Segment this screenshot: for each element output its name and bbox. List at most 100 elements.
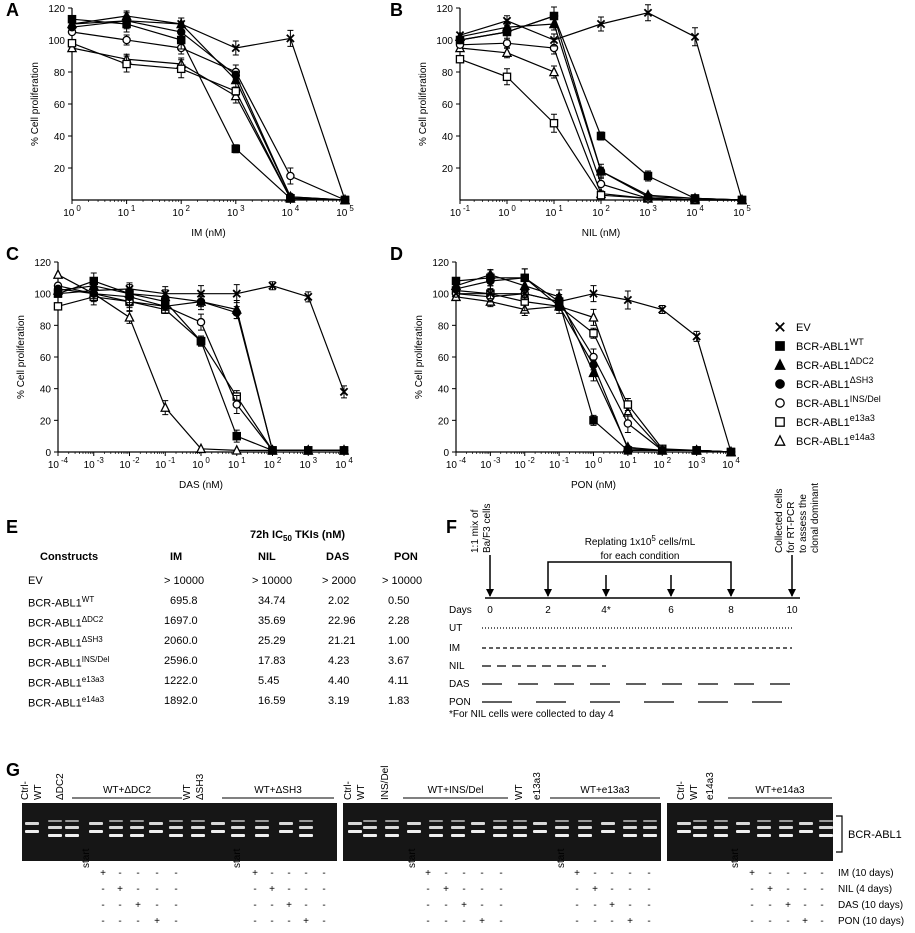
- collected-label: clonal dominant: [810, 483, 821, 553]
- data-point: [124, 311, 135, 322]
- table-row-construct: BCR-ABL1ΔSH3: [28, 635, 103, 650]
- day-label: 6: [668, 605, 674, 616]
- table-row-construct: EV: [28, 575, 43, 587]
- treatment-minus: -: [820, 900, 823, 911]
- table-cell: 4.11: [388, 675, 409, 687]
- lane-label: Ctrl-: [20, 781, 31, 800]
- gel-band: [451, 820, 465, 822]
- lane-label: WT: [514, 784, 525, 800]
- lane-label: WT: [689, 784, 700, 800]
- treatment-plus: +: [479, 916, 485, 927]
- gel-band: [191, 834, 205, 837]
- data-point: [122, 16, 131, 26]
- treatment-plus: +: [609, 900, 615, 911]
- table-cell: 1.83: [388, 695, 410, 707]
- gel-band: [231, 834, 245, 837]
- collected-label: to assess the: [798, 494, 809, 553]
- condition-label: IM: [449, 643, 460, 654]
- gel-band: [109, 820, 123, 822]
- treatment-minus: -: [426, 916, 429, 927]
- x-tick-label: 10 2: [264, 456, 282, 471]
- gel-band: [25, 822, 39, 825]
- treatment-minus: -: [499, 916, 502, 927]
- treatment-minus: -: [628, 900, 631, 911]
- data-point: [502, 16, 512, 26]
- gel-band: [407, 830, 421, 833]
- gel-band: [819, 834, 833, 837]
- treatment-minus: -: [786, 884, 789, 895]
- data-point: [643, 8, 653, 18]
- treatment-minus: -: [593, 916, 596, 927]
- data-point: [486, 273, 495, 283]
- lane-label: e14a3: [705, 772, 716, 800]
- data-point: [520, 289, 529, 298]
- gel-band: [601, 822, 615, 825]
- gel-band: [48, 820, 62, 822]
- treatment-minus: -: [750, 900, 753, 911]
- data-point: [303, 446, 313, 455]
- treatment-plus: +: [785, 900, 791, 911]
- treatment-minus: -: [322, 884, 325, 895]
- treatment-plus: +: [286, 900, 292, 911]
- data-point: [451, 289, 461, 298]
- data-point: [737, 195, 747, 205]
- gel-band: [109, 834, 123, 837]
- treatment-plus: +: [592, 884, 598, 895]
- lane-label: INS/Del: [380, 766, 391, 800]
- lane-label: WT: [33, 784, 44, 800]
- series-3: [67, 12, 350, 205]
- data-point: [455, 30, 465, 40]
- treatment-minus: -: [287, 868, 290, 879]
- y-tick-label: 40: [442, 132, 454, 143]
- data-point: [304, 292, 313, 302]
- table-cell: > 10000: [164, 575, 205, 587]
- legend-marker: [775, 398, 785, 408]
- x-tick-label: 10 4: [282, 204, 300, 219]
- treatment-minus: -: [118, 916, 121, 927]
- gel-band: [643, 826, 657, 829]
- lane-label: e13a3: [532, 772, 543, 800]
- table-cell: 17.83: [258, 655, 286, 667]
- gel-band: [623, 820, 637, 822]
- data-point: [502, 72, 512, 82]
- gel-band: [211, 830, 225, 833]
- treatment-minus: -: [499, 884, 502, 895]
- treatment-plus: +: [461, 900, 467, 911]
- panel-label-b: B: [390, 0, 403, 20]
- legend-marker: [775, 341, 785, 351]
- day-label: 0: [487, 605, 493, 616]
- data-point: [232, 289, 241, 298]
- treatment-minus: -: [136, 916, 139, 927]
- table-cell: 4.23: [328, 655, 350, 667]
- series-0: [53, 281, 349, 399]
- gel-band: [231, 826, 245, 829]
- lane-label: ΔSH3: [195, 773, 206, 800]
- series-line: [71, 18, 346, 201]
- table-cell: 2.28: [388, 615, 410, 627]
- x-tick-label: 10 1: [619, 456, 637, 471]
- x-tick-label: 10 0: [585, 456, 603, 471]
- gel-band: [677, 822, 691, 825]
- treatment-plus: +: [767, 884, 773, 895]
- gel-band: [779, 820, 793, 822]
- treatment-minus: -: [803, 868, 806, 879]
- x-tick-label: 10 -1: [155, 456, 176, 471]
- data-point: [520, 273, 530, 283]
- dose-response-chart-d: 0 20 40 60 80 100 120 10 -4 10 -3 10 -2 10 -1 10 0 10 1 10 2…: [414, 258, 740, 491]
- lane-label: Ctrl-: [343, 781, 354, 800]
- gel-band: [191, 820, 205, 822]
- arrow-head: [602, 589, 610, 597]
- table-header-pon: PON: [394, 551, 418, 563]
- treatment-minus: -: [444, 900, 447, 911]
- x-tick-label: 10 4: [722, 456, 740, 471]
- series-0: [455, 4, 747, 205]
- timeline-schematic: 1:1 mix of Ba/F3 cells Replating 1x105 cel…: [449, 483, 821, 720]
- x-tick-label: 10 0: [192, 456, 210, 471]
- table-cell: 21.21: [328, 635, 356, 647]
- condition-label: PON: [449, 697, 471, 708]
- panel-label-c: C: [6, 244, 19, 264]
- table-title: 72h IC50 TKIs (nM): [250, 529, 346, 544]
- gel-band: [299, 820, 313, 822]
- gel-band: [471, 822, 485, 825]
- y-axis-title: % Cell proliferation: [16, 315, 27, 399]
